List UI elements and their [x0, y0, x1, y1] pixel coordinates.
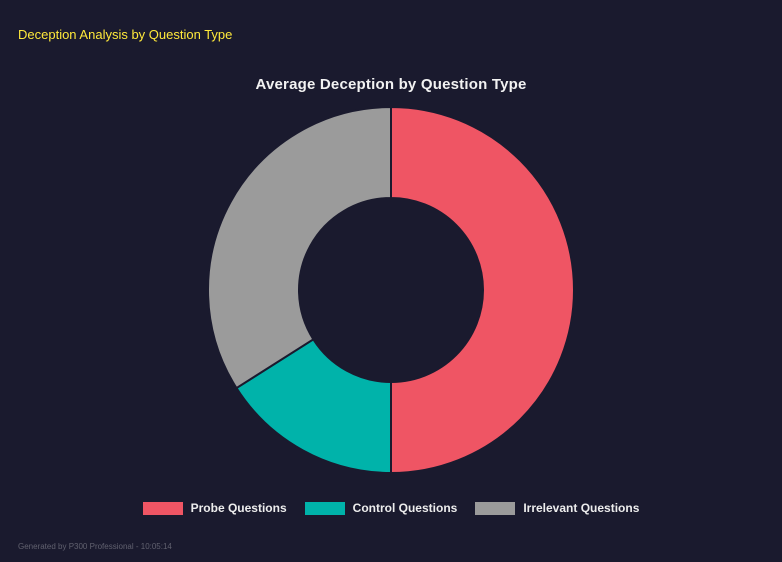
legend-item-control-questions[interactable]: Control Questions [304, 501, 458, 515]
donut-chart[interactable] [204, 103, 578, 477]
chart-legend: Probe Questions Control Questions Irreleva… [142, 501, 639, 515]
legend-item-probe-questions[interactable]: Probe Questions [142, 501, 287, 515]
chart-card: Average Deception by Question Type Probe… [0, 76, 782, 515]
donut-slice-control-questions[interactable] [235, 337, 392, 475]
legend-swatch [304, 501, 345, 515]
legend-label: Control Questions [352, 501, 458, 515]
legend-swatch [475, 501, 516, 515]
legend-label: Probe Questions [190, 501, 287, 515]
legend-swatch [142, 501, 183, 515]
legend-item-irrelevant-questions[interactable]: Irrelevant Questions [475, 501, 639, 515]
legend-label: Irrelevant Questions [523, 501, 640, 515]
footer-text: Generated by P300 Professional - 10:05:1… [18, 542, 172, 551]
page-title: Deception Analysis by Question Type [18, 27, 233, 42]
donut-slice-probe-questions[interactable] [390, 105, 575, 475]
donut-slice-irrelevant-questions[interactable] [207, 105, 392, 390]
chart-title: Average Deception by Question Type [255, 76, 527, 93]
